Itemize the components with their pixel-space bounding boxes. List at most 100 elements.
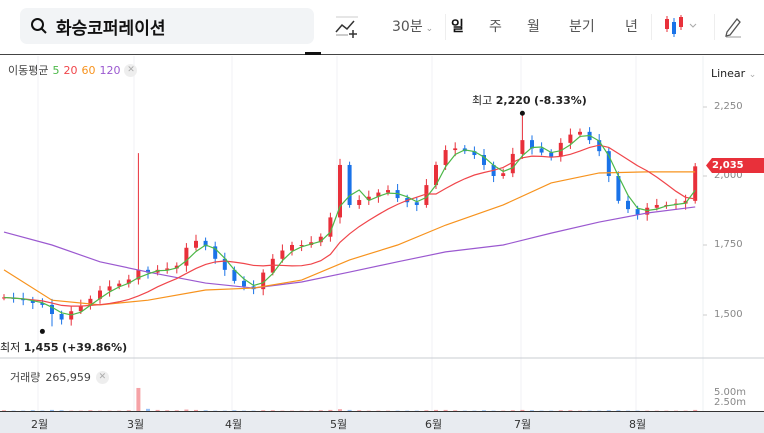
candle-body bbox=[261, 272, 266, 290]
volume-bar bbox=[174, 410, 179, 411]
tab-quarter[interactable]: 분기 bbox=[569, 19, 595, 35]
candle-body bbox=[520, 140, 525, 154]
scale-dropdown[interactable]: Linear ⌄ bbox=[711, 67, 756, 80]
interval-dropdown[interactable]: 30분 ⌄ bbox=[392, 16, 433, 36]
tab-day[interactable]: 일 bbox=[451, 19, 464, 35]
candle-body bbox=[338, 164, 342, 218]
volume-label: 거래량 bbox=[10, 371, 41, 384]
volume-bar bbox=[520, 409, 525, 411]
volume-bar bbox=[568, 410, 573, 411]
volume-bar bbox=[357, 410, 362, 411]
chevron-down-icon: ⌄ bbox=[748, 70, 757, 80]
candle-body bbox=[146, 269, 150, 273]
candle-body bbox=[126, 279, 131, 284]
volume-bar bbox=[126, 410, 131, 411]
y-tick: 2,250 bbox=[714, 101, 743, 112]
volume-bar bbox=[2, 410, 6, 411]
ma-label: 이동평균 bbox=[8, 64, 49, 77]
month-label: 7월 bbox=[514, 418, 532, 431]
volume-bar bbox=[328, 409, 333, 411]
chart-type-candle-icon[interactable] bbox=[662, 14, 698, 38]
tab-week[interactable]: 주 bbox=[489, 19, 502, 35]
candle-body bbox=[558, 142, 563, 157]
volume-bar bbox=[606, 410, 611, 411]
interval-label: 30분 bbox=[392, 19, 423, 35]
scale-label: Linear bbox=[711, 67, 746, 80]
stock-name: 화승코퍼레이션 bbox=[56, 18, 166, 39]
time-axis: 2월 3월 4월 5월 6월 7월 8월 bbox=[0, 411, 764, 433]
candle-body bbox=[443, 150, 448, 165]
candle-body bbox=[510, 153, 515, 174]
candle-body bbox=[693, 166, 698, 201]
candle-body bbox=[50, 304, 54, 314]
indicator-add-icon[interactable] bbox=[334, 15, 360, 39]
candle-body bbox=[203, 240, 208, 247]
candle-body bbox=[184, 247, 189, 266]
candle-body bbox=[472, 151, 477, 156]
volume-legend: 거래량 265,959 ✕ bbox=[10, 369, 109, 385]
low-value: 1,455 bbox=[23, 341, 59, 354]
candle-body bbox=[290, 245, 294, 251]
volume-bar bbox=[155, 409, 160, 411]
month-label: 3월 bbox=[127, 418, 145, 431]
candle-body bbox=[280, 250, 285, 259]
volume-bar bbox=[510, 410, 515, 411]
candle-body bbox=[117, 283, 122, 287]
volume-bar bbox=[318, 410, 323, 411]
divider bbox=[651, 14, 652, 40]
volume-bar bbox=[558, 410, 563, 411]
volume-bar bbox=[136, 387, 141, 411]
volume-bar bbox=[261, 410, 266, 411]
stock-search-input[interactable]: 화승코퍼레이션 bbox=[20, 8, 314, 44]
candle-body bbox=[376, 192, 381, 197]
candle-body bbox=[635, 209, 640, 215]
candle-body bbox=[434, 164, 438, 186]
candle-body bbox=[530, 140, 534, 149]
candle-body bbox=[539, 148, 544, 153]
high-marker bbox=[519, 110, 525, 116]
tab-year[interactable]: 년 bbox=[625, 19, 638, 35]
volume-bar bbox=[424, 410, 429, 411]
close-icon[interactable]: ✕ bbox=[124, 63, 138, 77]
month-label: 5월 bbox=[330, 418, 348, 431]
candle-body bbox=[59, 314, 64, 320]
volume-bar bbox=[194, 409, 198, 411]
candle-body bbox=[30, 300, 35, 303]
candle-body bbox=[568, 134, 573, 143]
candle-body bbox=[414, 202, 419, 205]
volume-bar bbox=[203, 410, 208, 411]
candle-body bbox=[347, 164, 352, 205]
high-prefix: 최고 bbox=[472, 94, 493, 107]
volume-tick: 2.50m bbox=[714, 397, 747, 408]
volume-value: 265,959 bbox=[45, 370, 91, 384]
close-icon[interactable]: ✕ bbox=[95, 370, 109, 384]
high-change: (-8.33%) bbox=[534, 94, 587, 107]
volume-bar bbox=[146, 408, 150, 411]
tab-month[interactable]: 월 bbox=[527, 19, 540, 35]
candle-body bbox=[242, 280, 246, 287]
candle-body bbox=[88, 298, 93, 306]
volume-bar bbox=[232, 410, 237, 411]
volume-bar bbox=[30, 410, 35, 411]
candle-body bbox=[194, 240, 198, 248]
pencil-icon[interactable] bbox=[723, 16, 743, 38]
chevron-down-icon: ⌄ bbox=[422, 24, 434, 34]
candle-body bbox=[98, 290, 102, 299]
candle-body bbox=[232, 269, 237, 281]
month-label: 4월 bbox=[225, 418, 243, 431]
y-tick: 2,000 bbox=[714, 170, 743, 181]
divider bbox=[714, 14, 715, 40]
candle-body bbox=[424, 185, 429, 205]
candle-body bbox=[501, 173, 506, 176]
candle-body bbox=[222, 258, 227, 270]
candle-body bbox=[578, 131, 582, 135]
search-icon bbox=[31, 18, 47, 34]
ma60-line bbox=[3, 171, 696, 306]
y-tick: 1,500 bbox=[714, 309, 743, 320]
candle-body bbox=[616, 176, 621, 201]
candle-body bbox=[165, 268, 170, 270]
candle-body bbox=[366, 196, 371, 201]
y-tick: 1,750 bbox=[714, 239, 743, 250]
candle-body bbox=[626, 200, 630, 210]
